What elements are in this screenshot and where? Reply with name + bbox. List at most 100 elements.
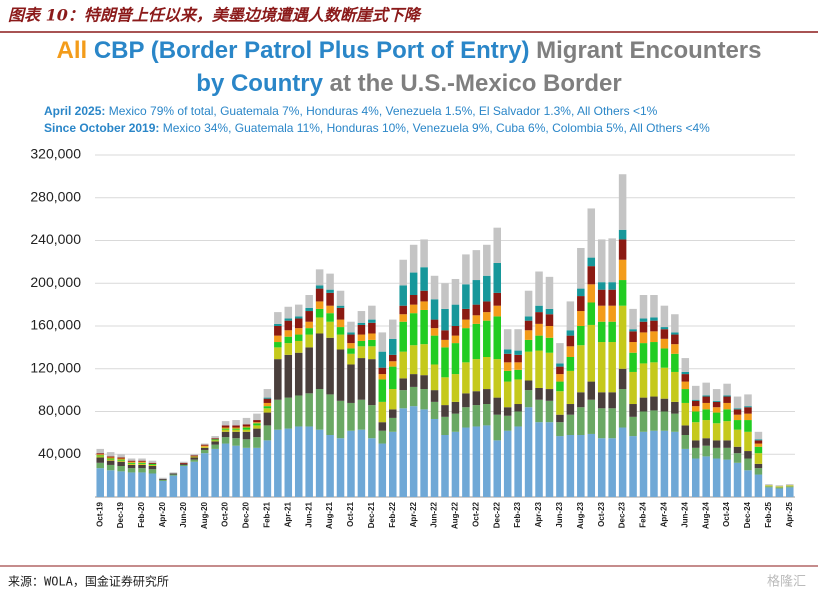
bar-segment	[294, 318, 303, 329]
bar-segment	[409, 406, 418, 497]
y-tick-label: 80,000	[38, 402, 81, 418]
bar-segment	[305, 334, 313, 348]
bar-segment	[744, 394, 752, 407]
bar-segment	[180, 464, 188, 467]
bar-segment	[117, 466, 125, 472]
bar-segment	[274, 312, 282, 324]
bar-segment	[712, 400, 721, 402]
bar-segment	[786, 484, 794, 486]
bar-segment	[221, 427, 230, 429]
bar-segment	[754, 463, 763, 469]
bar-segment	[148, 466, 157, 470]
bar-segment	[180, 461, 188, 463]
bar-segment	[274, 359, 282, 400]
bar-segment	[127, 461, 136, 463]
bar-segment	[629, 329, 637, 332]
bar-segment	[190, 454, 199, 456]
bar-segment	[462, 319, 470, 329]
bar-segment	[159, 477, 167, 479]
bar-segment	[96, 457, 104, 463]
bar-segment	[274, 347, 282, 360]
bar-segment	[336, 438, 345, 497]
bar-segment	[587, 257, 596, 267]
bar-segment	[524, 351, 533, 381]
bar-segment	[430, 418, 439, 497]
bar-segment	[117, 457, 125, 459]
bar-segment	[315, 285, 324, 289]
bar-segment	[723, 421, 731, 441]
bar-segment	[389, 366, 397, 390]
bar-segment	[503, 415, 512, 431]
bar-segment	[535, 387, 543, 400]
bar-segment	[315, 333, 324, 390]
bar-segment	[117, 459, 125, 461]
x-tick-label: Aug-23	[576, 501, 585, 529]
bar-segment	[451, 326, 460, 336]
bar-segment	[305, 328, 313, 335]
bar-segment	[420, 389, 428, 410]
bar-segment	[357, 358, 366, 400]
y-tick-label: 200,000	[30, 274, 81, 290]
bar-segment	[232, 431, 240, 439]
bar-segment	[242, 447, 251, 497]
bar-segment	[744, 413, 752, 421]
bar-segment	[242, 431, 251, 440]
bar-segment	[441, 283, 449, 309]
bar-segment	[775, 488, 784, 497]
bar-segment	[681, 425, 690, 436]
bar-segment	[524, 380, 533, 391]
bar-segment	[744, 470, 752, 497]
bar-segment	[399, 305, 407, 315]
bar-segment	[389, 409, 397, 418]
bar-segment	[744, 406, 752, 408]
bar-segment	[200, 453, 209, 497]
bar-segment	[650, 410, 658, 431]
bar-segment	[326, 313, 334, 322]
bar-segment	[430, 299, 439, 320]
bar-segment	[242, 427, 251, 430]
bar-segment	[253, 420, 261, 423]
bar-segment	[117, 471, 125, 497]
bar-segment	[618, 305, 627, 369]
bar-segment	[514, 350, 522, 355]
bar-segment	[294, 316, 303, 319]
bar-segment	[702, 382, 710, 396]
bar-segment	[138, 463, 146, 465]
bar-segment	[472, 426, 481, 497]
bar-segment	[712, 458, 721, 497]
bar-segment	[629, 404, 637, 417]
bar-segment	[357, 429, 366, 497]
x-tick-label: Dec-19	[116, 501, 125, 528]
bar-segment	[263, 389, 272, 398]
bar-segment	[681, 389, 690, 403]
bar-segment	[650, 362, 658, 397]
bar-segment	[127, 468, 136, 473]
bar-segment	[712, 423, 721, 441]
bar-segment	[733, 453, 742, 463]
watermark: 格隆汇	[767, 573, 806, 588]
bar-segment	[148, 469, 157, 474]
bar-segment	[660, 305, 669, 328]
x-tick-label: Jun-23	[555, 501, 564, 527]
bar-segment	[305, 311, 313, 322]
bar-segment	[357, 399, 366, 430]
bar-segment	[566, 414, 575, 436]
bar-segment	[284, 397, 293, 429]
bar-segment	[503, 370, 512, 382]
bar-segment	[472, 405, 481, 427]
bar-segment	[389, 354, 397, 362]
bar-segment	[326, 305, 334, 314]
y-tick-label: 120,000	[30, 359, 81, 375]
bar-segment	[420, 267, 428, 291]
bar-segment	[148, 473, 157, 497]
bar-segment	[712, 401, 721, 408]
bar-segment	[368, 405, 376, 439]
bar-segment	[430, 319, 439, 329]
x-tick-label: Apr-24	[660, 501, 669, 527]
bar-segment	[618, 389, 627, 428]
x-tick-label: Apr-20	[158, 501, 167, 527]
bar-segment	[389, 417, 397, 432]
bar-segment	[294, 340, 303, 353]
bar-segment	[671, 413, 679, 432]
